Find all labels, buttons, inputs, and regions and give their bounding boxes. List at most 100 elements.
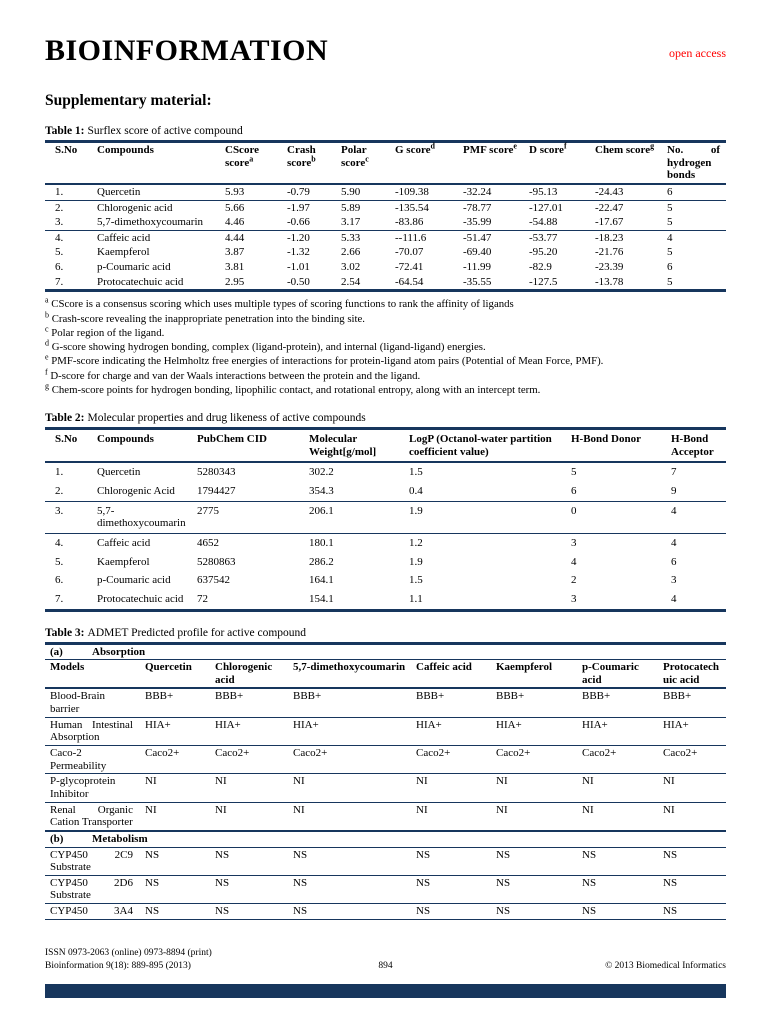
- table-cell: 4: [667, 231, 673, 244]
- table-cell: NI: [416, 803, 428, 816]
- table3-section-a: (a) Absorption Models Quercetin Chlorogenic…: [45, 643, 727, 689]
- table-cell: -21.76: [595, 246, 624, 259]
- table-cell: 3.17: [341, 216, 361, 229]
- column-header: Caffeic acid: [416, 661, 472, 674]
- table-cell: Caffeic acid: [97, 231, 151, 244]
- table3-admet-profile: (a) Absorption Models Quercetin Chlorogenic…: [45, 641, 727, 920]
- table2-caption-label: Table 2:: [45, 412, 85, 425]
- table-cell: P-glycoprotein Inhibitor: [50, 775, 116, 800]
- table-cell: -1.20: [287, 231, 310, 244]
- table-cell: 5: [571, 466, 577, 479]
- page-bottom: ISSN 0973-2063 (online) 0973-8894 (print…: [45, 947, 726, 1024]
- table-cell: NS: [496, 905, 511, 918]
- table-cell: 7: [671, 466, 677, 479]
- table-cell: -82.9: [529, 261, 552, 274]
- section-b-label: (b): [50, 832, 64, 845]
- table-row: 1. Quercetin 5.93 -0.79 5.90 -109.38 -32.24 -95…: [45, 184, 726, 201]
- table-row: CYP450 3A4 NS NS NS NS NS NS NS: [45, 904, 727, 920]
- column-header: Quercetin: [145, 661, 192, 674]
- table-cell: Chlorogenic acid: [97, 201, 173, 214]
- table1-footnotes: a CScore is a consensus scoring which us…: [45, 296, 726, 397]
- table-row: 6. p-Coumaric acid 637542 164.1 1.5 2 3: [45, 571, 726, 590]
- table-cell: -78.77: [463, 201, 492, 214]
- table3-metabolism-body: CYP450 2C9 Substrate NS NS NS NS NS NS NS CYP450…: [45, 847, 727, 920]
- table-cell: BBB+: [496, 690, 525, 703]
- column-header: LogP (Octanol-water partition coefficien…: [409, 433, 552, 458]
- table-cell: Quercetin: [97, 466, 141, 479]
- table-cell: Caco2+: [416, 747, 451, 760]
- table-cell: -135.54: [395, 201, 429, 214]
- table-cell: -0.79: [287, 185, 310, 198]
- table-cell: 154.1: [309, 592, 334, 605]
- table-cell: NI: [663, 803, 675, 816]
- section-a-title: Absorption: [92, 645, 146, 658]
- table-cell: 6.: [55, 261, 64, 274]
- table-cell: -95.13: [529, 185, 558, 198]
- table-cell: 3.: [55, 504, 64, 517]
- column-header: D scoref: [529, 141, 567, 156]
- table1-surflex-scores: S.No Compounds CScore scorea Crash scoreb Po…: [45, 140, 726, 293]
- column-header: G scored: [395, 141, 435, 156]
- table-cell: 3.: [55, 216, 64, 229]
- table-cell: CYP450 3A4: [50, 905, 133, 918]
- section-heading: Supplementary material:: [45, 92, 212, 109]
- column-header: Chlorogenic acid: [215, 661, 273, 686]
- table-row: 4. Caffeic acid 4652 180.1 1.2 3 4: [45, 534, 726, 553]
- table-cell: -22.47: [595, 201, 624, 214]
- table-cell: -23.39: [595, 261, 624, 274]
- table-cell: -53.77: [529, 231, 558, 244]
- table-cell: 2.95: [225, 275, 245, 288]
- table-row: 2. Chlorogenic Acid 1794427 354.3 0.4 6 9: [45, 482, 726, 502]
- table-row: CYP450 2D6 Substrate NS NS NS NS NS NS NS: [45, 875, 727, 904]
- table-cell: 5: [667, 201, 673, 214]
- column-header: Molecular Weight[g/mol]: [309, 433, 377, 458]
- table-cell: HIA+: [663, 718, 689, 731]
- column-header: Chem scoreg: [595, 141, 655, 156]
- table-cell: Protocatechuic acid: [97, 592, 184, 605]
- table3-caption-text: ADMET Predicted profile for active compo…: [87, 626, 307, 639]
- column-header: H-Bond Acceptor: [671, 433, 714, 458]
- table-cell: Caco2+: [663, 747, 698, 760]
- table-cell: -11.99: [463, 261, 492, 274]
- table-cell: -69.40: [463, 246, 492, 259]
- table-row: 4. Caffeic acid 4.44 -1.20 5.33 --111.6 -51.47…: [45, 230, 726, 245]
- table-cell: 5: [667, 246, 673, 259]
- table-cell: -109.38: [395, 185, 429, 198]
- table-cell: NI: [496, 803, 508, 816]
- table-cell: Blood-Brain barrier: [50, 690, 105, 716]
- table-cell: NS: [416, 876, 431, 889]
- table-cell: HIA+: [416, 718, 442, 731]
- table-cell: 5,7-dimethoxycoumarin: [97, 216, 204, 229]
- table-cell: -24.43: [595, 185, 624, 198]
- table2-header-row: S.No Compounds PubChem CID Molecular Weight…: [45, 429, 726, 463]
- table-cell: 4: [671, 592, 677, 605]
- table-cell: BBB+: [663, 690, 692, 703]
- table-cell: BBB+: [582, 690, 611, 703]
- table-cell: Caco2+: [215, 747, 250, 760]
- table-cell: 4.44: [225, 231, 245, 244]
- table-cell: NI: [215, 775, 227, 788]
- table-cell: 2.66: [341, 246, 361, 259]
- table-cell: NS: [293, 905, 308, 918]
- table-row: Renal Organic Cation Transporter NI NI NI NI…: [45, 802, 727, 831]
- footer-issn: ISSN 0973-2063 (online) 0973-8894 (print…: [45, 948, 212, 959]
- table-cell: HIA+: [293, 718, 319, 731]
- table-cell: NS: [293, 848, 308, 861]
- table-cell: 354.3: [309, 485, 334, 498]
- table-cell: Kaempferol: [97, 246, 150, 259]
- table-cell: -1.32: [287, 246, 310, 259]
- footnote: b Crash-score revealing the inappropriat…: [45, 310, 366, 325]
- table-cell: 1.9: [409, 504, 423, 517]
- table-cell: 5,7-dimethoxycoumarin: [97, 504, 186, 530]
- column-header: S.No: [55, 433, 78, 446]
- table-cell: -70.07: [395, 246, 424, 259]
- column-header: 5,7-dimethoxycoumarin: [293, 661, 406, 674]
- table-cell: NI: [582, 775, 594, 788]
- table-cell: NI: [496, 775, 508, 788]
- table-cell: 5: [667, 275, 673, 288]
- table-cell: 3: [571, 537, 577, 549]
- table-cell: 4652: [197, 537, 219, 549]
- table-cell: BBB+: [215, 690, 244, 703]
- table-cell: Quercetin: [97, 185, 141, 198]
- table3-caption: Table 3: ADMET Predicted profile for acti…: [45, 627, 726, 639]
